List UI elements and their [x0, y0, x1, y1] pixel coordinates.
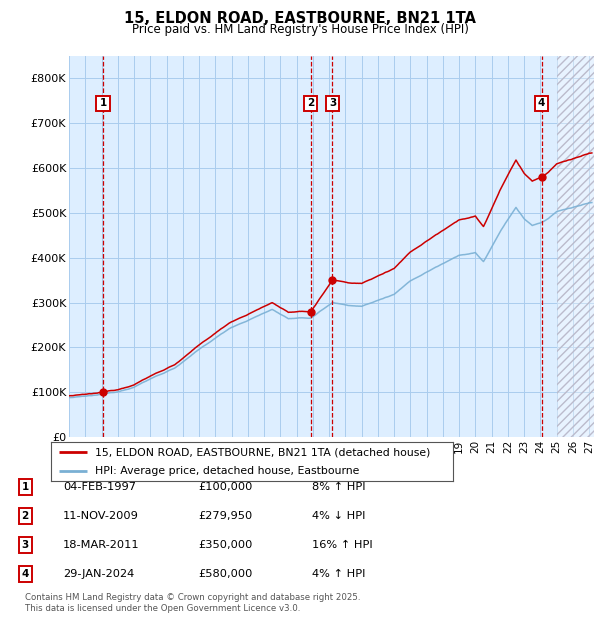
Text: Contains HM Land Registry data © Crown copyright and database right 2025.
This d: Contains HM Land Registry data © Crown c…	[25, 593, 361, 613]
Text: 8% ↑ HPI: 8% ↑ HPI	[312, 482, 365, 492]
Text: 11-NOV-2009: 11-NOV-2009	[63, 511, 139, 521]
Text: 1: 1	[22, 482, 29, 492]
Text: 4% ↓ HPI: 4% ↓ HPI	[312, 511, 365, 521]
Text: 18-MAR-2011: 18-MAR-2011	[63, 540, 140, 550]
Text: 3: 3	[329, 99, 336, 108]
Text: Price paid vs. HM Land Registry's House Price Index (HPI): Price paid vs. HM Land Registry's House …	[131, 23, 469, 36]
Text: 4% ↑ HPI: 4% ↑ HPI	[312, 569, 365, 579]
Text: 1: 1	[100, 99, 107, 108]
Text: 4: 4	[538, 99, 545, 108]
Text: 3: 3	[22, 540, 29, 550]
Text: 04-FEB-1997: 04-FEB-1997	[63, 482, 136, 492]
Text: £100,000: £100,000	[198, 482, 253, 492]
Text: £350,000: £350,000	[198, 540, 253, 550]
Text: 2: 2	[307, 99, 314, 108]
Text: £279,950: £279,950	[198, 511, 252, 521]
Text: 16% ↑ HPI: 16% ↑ HPI	[312, 540, 373, 550]
Text: 15, ELDON ROAD, EASTBOURNE, BN21 1TA (detached house): 15, ELDON ROAD, EASTBOURNE, BN21 1TA (de…	[95, 447, 431, 457]
Text: £580,000: £580,000	[198, 569, 253, 579]
Text: 4: 4	[22, 569, 29, 579]
Text: 29-JAN-2024: 29-JAN-2024	[63, 569, 134, 579]
Text: HPI: Average price, detached house, Eastbourne: HPI: Average price, detached house, East…	[95, 466, 359, 476]
Text: 2: 2	[22, 511, 29, 521]
Text: 15, ELDON ROAD, EASTBOURNE, BN21 1TA: 15, ELDON ROAD, EASTBOURNE, BN21 1TA	[124, 11, 476, 25]
